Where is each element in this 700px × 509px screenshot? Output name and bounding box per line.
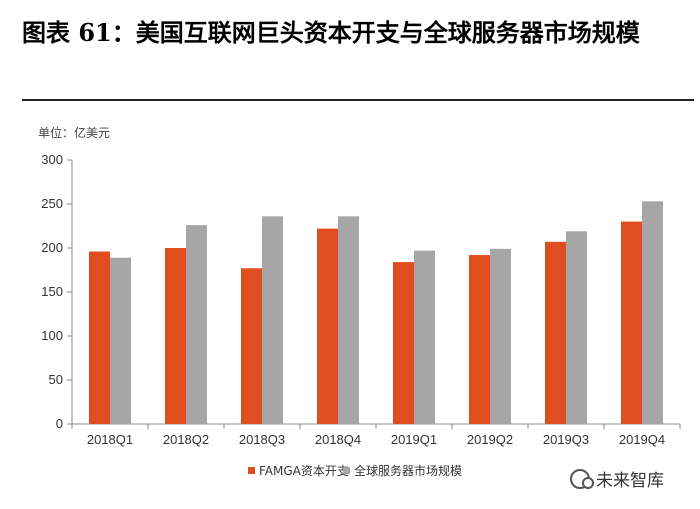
- y-tick-label: 50: [49, 372, 63, 387]
- legend-swatch-server-market: [343, 467, 350, 474]
- bar-famga-capex-2018Q3: [241, 268, 262, 424]
- bar-server-market-2019Q2: [490, 248, 511, 424]
- bar-server-market-2018Q3: [262, 216, 283, 424]
- bar-famga-capex-2019Q2: [469, 255, 490, 424]
- bar-server-market-2018Q4: [338, 216, 359, 424]
- legend-label-famga-capex: FAMGA资本开支: [259, 464, 349, 478]
- legend-label-server-market: 全球服务器市场规模: [354, 463, 462, 478]
- x-tick-label: 2018Q4: [315, 432, 361, 447]
- bar-famga-capex-2019Q3: [545, 241, 566, 424]
- x-tick-label: 2019Q2: [467, 432, 513, 447]
- x-tick-label: 2019Q1: [391, 432, 437, 447]
- chart-title: 图表 61：美国互联网巨头资本开支与全球服务器市场规模: [22, 18, 640, 47]
- legend-swatch-famga-capex: [248, 467, 255, 474]
- y-tick-label: 300: [41, 152, 63, 167]
- bar-server-market-2019Q3: [566, 231, 587, 424]
- bar-famga-capex-2018Q2: [165, 248, 186, 424]
- bar-famga-capex-2019Q1: [393, 262, 414, 424]
- bar-famga-capex-2018Q1: [89, 251, 110, 424]
- wechat-icon: [570, 468, 594, 489]
- watermark: 未来智库: [570, 466, 664, 491]
- x-tick-label: 2018Q2: [163, 432, 209, 447]
- x-tick-label: 2019Q4: [619, 432, 665, 447]
- bar-server-market-2019Q4: [642, 201, 663, 424]
- unit-label: 单位：亿美元: [38, 126, 111, 140]
- bar-famga-capex-2018Q4: [317, 228, 338, 424]
- x-tick-label: 2018Q1: [87, 432, 133, 447]
- y-tick-label: 150: [41, 284, 63, 299]
- x-tick-label: 2019Q3: [543, 432, 589, 447]
- title-rule: [22, 99, 694, 101]
- y-tick-label: 200: [41, 240, 63, 255]
- y-tick-label: 250: [41, 196, 63, 211]
- bar-server-market-2018Q1: [110, 257, 131, 424]
- x-tick-label: 2018Q3: [239, 432, 285, 447]
- y-tick-label: 0: [56, 416, 63, 431]
- y-tick-label: 100: [41, 328, 63, 343]
- bar-server-market-2019Q1: [414, 250, 435, 424]
- bar-famga-capex-2019Q4: [621, 221, 642, 424]
- watermark-text: 未来智库: [596, 471, 664, 491]
- bar-server-market-2018Q2: [186, 225, 207, 424]
